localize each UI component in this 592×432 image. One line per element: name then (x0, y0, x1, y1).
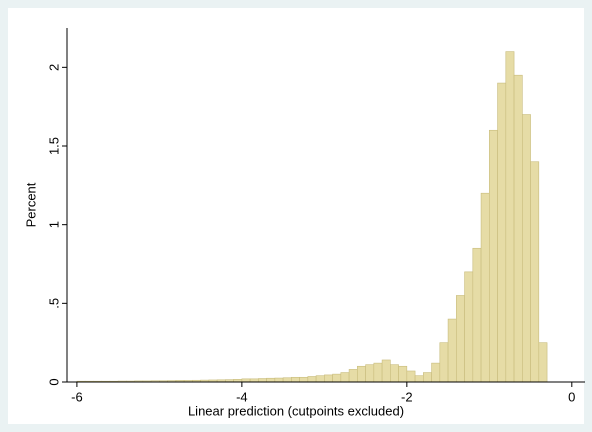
bar (348, 369, 358, 383)
bar (274, 377, 284, 383)
bar (456, 295, 465, 383)
bar (406, 370, 416, 383)
bar (414, 375, 424, 383)
bar (307, 376, 317, 383)
y-tick-label: 1 (46, 221, 61, 228)
bar (299, 376, 309, 383)
x-tick-label: -4 (236, 389, 248, 404)
bar (472, 247, 482, 383)
bar (332, 373, 342, 383)
bar (291, 376, 300, 383)
x-tick-label: 0 (568, 389, 575, 404)
bar (431, 362, 441, 383)
bar (480, 192, 490, 383)
bar (439, 342, 449, 383)
bar (423, 372, 432, 383)
x-tick-label: -2 (401, 389, 413, 404)
y-tick-label: 0 (46, 378, 61, 385)
bar (315, 375, 325, 383)
bar (398, 365, 408, 383)
bar (340, 372, 350, 383)
bar (357, 365, 366, 383)
bar (464, 271, 474, 383)
y-tick-label: 1.5 (46, 137, 61, 155)
bar (447, 318, 457, 383)
x-tick-label: -6 (71, 389, 83, 404)
bar (324, 374, 333, 383)
bar (530, 161, 540, 383)
bar (497, 82, 507, 383)
bar (266, 377, 276, 383)
bar (381, 359, 391, 383)
bar (522, 114, 531, 383)
bar (373, 362, 383, 383)
bar (365, 364, 375, 383)
bar (390, 364, 399, 383)
y-axis-title: Percent (23, 182, 38, 227)
y-tick-label: .5 (46, 298, 61, 309)
bar (282, 377, 292, 383)
x-axis-title: Linear prediction (cutpoints excluded) (188, 403, 404, 418)
bar (489, 129, 498, 383)
y-tick-label: 2 (46, 64, 61, 71)
bar (538, 342, 548, 383)
bar (258, 378, 267, 383)
bar (513, 74, 523, 383)
bar (505, 51, 515, 383)
